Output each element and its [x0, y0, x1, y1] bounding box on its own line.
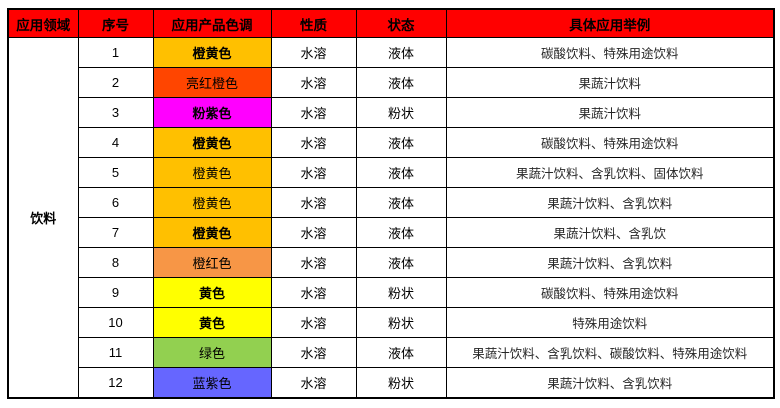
examples-cell: 果蔬汁饮料 — [445, 67, 775, 98]
color-swatch-cell: 橙黄色 — [152, 37, 272, 68]
property-cell: 水溶 — [270, 187, 357, 218]
header-product-color: 应用产品色调 — [152, 8, 272, 38]
header-serial-number: 序号 — [77, 8, 154, 38]
row-number-cell: 9 — [77, 277, 154, 308]
table-row: 4 橙黄色 水溶 液体 碳酸饮料、特殊用途饮料 — [8, 127, 775, 158]
state-cell: 粉状 — [355, 367, 447, 399]
table-row: 7 橙黄色 水溶 液体 果蔬汁饮料、含乳饮 — [8, 217, 775, 248]
color-swatch-cell: 橙红色 — [152, 247, 272, 278]
state-cell: 粉状 — [355, 97, 447, 128]
table-row: 10 黄色 水溶 粉状 特殊用途饮料 — [8, 307, 775, 338]
row-number-cell: 7 — [77, 217, 154, 248]
examples-cell: 碳酸饮料、特殊用途饮料 — [445, 127, 775, 158]
row-number-cell: 8 — [77, 247, 154, 278]
property-cell: 水溶 — [270, 157, 357, 188]
examples-cell: 果蔬汁饮料、含乳饮料、碳酸饮料、特殊用途饮料 — [445, 337, 775, 368]
property-cell: 水溶 — [270, 67, 357, 98]
table-row: 3 粉紫色 水溶 粉状 果蔬汁饮料 — [8, 97, 775, 128]
property-cell: 水溶 — [270, 37, 357, 68]
state-cell: 液体 — [355, 157, 447, 188]
table-row: 9 黄色 水溶 粉状 碳酸饮料、特殊用途饮料 — [8, 277, 775, 308]
row-number-cell: 11 — [77, 337, 154, 368]
property-cell: 水溶 — [270, 337, 357, 368]
state-cell: 粉状 — [355, 277, 447, 308]
property-cell: 水溶 — [270, 217, 357, 248]
state-cell: 粉状 — [355, 307, 447, 338]
color-swatch-cell: 橙黄色 — [152, 157, 272, 188]
color-swatch-cell: 黄色 — [152, 277, 272, 308]
row-number-cell: 4 — [77, 127, 154, 158]
examples-cell: 特殊用途饮料 — [445, 307, 775, 338]
table-row: 饮料 1 橙黄色 水溶 液体 碳酸饮料、特殊用途饮料 — [7, 37, 775, 399]
state-cell: 液体 — [355, 67, 447, 98]
examples-cell: 果蔬汁饮料、含乳饮料 — [445, 367, 775, 399]
table-row: 6 橙黄色 水溶 液体 果蔬汁饮料、含乳饮料 — [8, 187, 775, 218]
row-number-cell: 10 — [77, 307, 154, 338]
state-cell: 液体 — [355, 217, 447, 248]
table-row: 5 橙黄色 水溶 液体 果蔬汁饮料、含乳饮料、固体饮料 — [8, 157, 775, 188]
property-cell: 水溶 — [270, 307, 357, 338]
state-cell: 液体 — [355, 187, 447, 218]
table-row: 8 橙红色 水溶 液体 果蔬汁饮料、含乳饮料 — [8, 247, 775, 278]
examples-cell: 果蔬汁饮料、含乳饮料 — [445, 247, 775, 278]
row-number-cell: 2 — [77, 67, 154, 98]
row-number-cell: 3 — [77, 97, 154, 128]
color-swatch-cell: 橙黄色 — [152, 187, 272, 218]
property-cell: 水溶 — [270, 247, 357, 278]
state-cell: 液体 — [355, 127, 447, 158]
row-number-cell: 5 — [77, 157, 154, 188]
color-swatch-cell: 亮红橙色 — [152, 67, 272, 98]
color-swatch-cell: 黄色 — [152, 307, 272, 338]
header-property: 性质 — [270, 8, 357, 38]
state-cell: 液体 — [355, 247, 447, 278]
color-swatch-cell: 橙黄色 — [152, 217, 272, 248]
table-row: 11 绿色 水溶 液体 果蔬汁饮料、含乳饮料、碳酸饮料、特殊用途饮料 — [8, 337, 775, 368]
color-swatch-cell: 绿色 — [152, 337, 272, 368]
examples-cell: 果蔬汁饮料、含乳饮料、固体饮料 — [445, 157, 775, 188]
state-cell: 液体 — [355, 37, 447, 68]
color-swatch-cell: 蓝紫色 — [152, 367, 272, 399]
table-row: 12 蓝紫色 水溶 粉状 果蔬汁饮料、含乳饮料 — [8, 367, 775, 399]
examples-cell: 碳酸饮料、特殊用途饮料 — [445, 37, 775, 68]
header-examples: 具体应用举例 — [445, 8, 775, 38]
header-application-field: 应用领域 — [7, 8, 79, 38]
examples-cell: 果蔬汁饮料 — [445, 97, 775, 128]
property-cell: 水溶 — [270, 127, 357, 158]
table-header: 应用领域 序号 应用产品色调 性质 状态 具体应用举例 — [7, 8, 775, 38]
property-cell: 水溶 — [270, 97, 357, 128]
state-cell: 液体 — [355, 337, 447, 368]
color-swatch-cell: 橙黄色 — [152, 127, 272, 158]
color-swatch-cell: 粉紫色 — [152, 97, 272, 128]
header-state: 状态 — [355, 8, 447, 38]
table-row: 2 亮红橙色 水溶 液体 果蔬汁饮料 — [8, 67, 775, 98]
examples-cell: 果蔬汁饮料、含乳饮料 — [445, 187, 775, 218]
category-cell: 饮料 — [7, 37, 79, 399]
table-body: 饮料 1 橙黄色 水溶 液体 碳酸饮料、特殊用途饮料 2 亮红橙色 水溶 液体 果蔬汁饮料 3 粉紫色水… — [7, 37, 775, 399]
header-row: 应用领域 序号 应用产品色调 性质 状态 具体应用举例 — [7, 8, 775, 38]
row-number-cell: 1 — [77, 37, 154, 68]
examples-cell: 碳酸饮料、特殊用途饮料 — [445, 277, 775, 308]
application-table: 应用领域 序号 应用产品色调 性质 状态 具体应用举例 饮料 1 橙黄色 水溶 液体 碳酸… — [7, 8, 775, 399]
row-number-cell: 12 — [77, 367, 154, 399]
examples-cell: 果蔬汁饮料、含乳饮 — [445, 217, 775, 248]
property-cell: 水溶 — [270, 367, 357, 399]
row-number-cell: 6 — [77, 187, 154, 218]
property-cell: 水溶 — [270, 277, 357, 308]
